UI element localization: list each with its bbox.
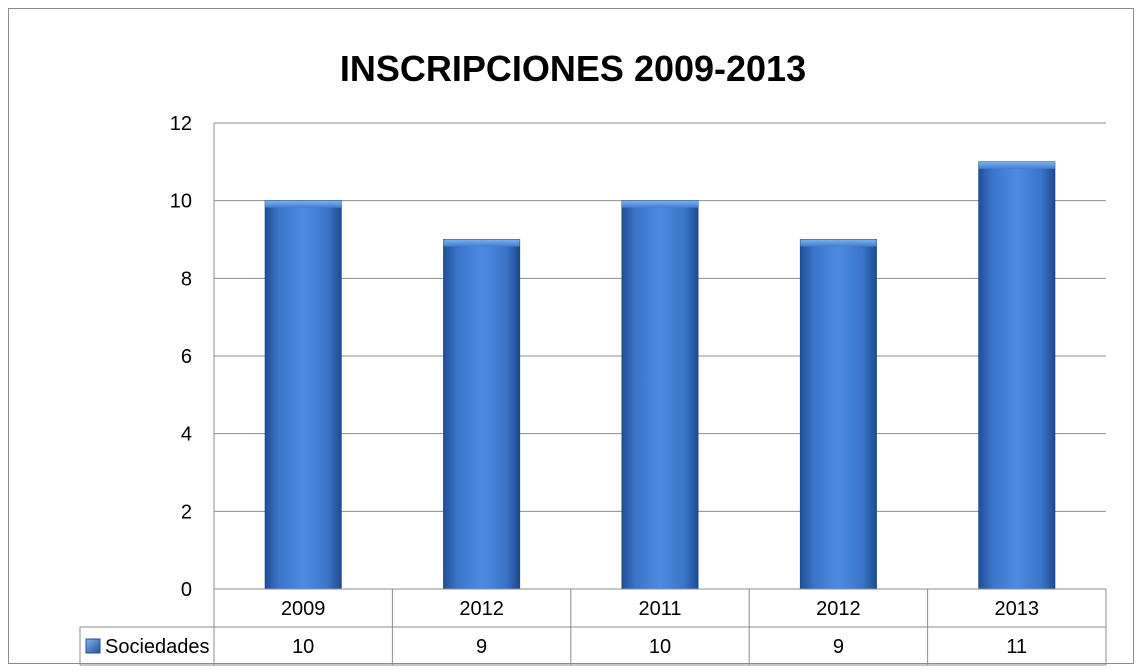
y-tick-label: 10	[170, 191, 192, 213]
y-tick-label: 0	[181, 579, 192, 601]
bars	[264, 161, 1056, 590]
bar-top	[622, 200, 698, 208]
data-table-value: 10	[649, 636, 671, 658]
bar	[621, 200, 699, 590]
bar-body	[978, 161, 1056, 590]
y-tick-label: 12	[170, 113, 192, 135]
data-table-value: 10	[292, 636, 314, 658]
bar-body	[443, 239, 521, 590]
x-category-label: 2011	[638, 598, 681, 620]
x-category-label: 2009	[281, 598, 326, 620]
x-category-label: 2012	[816, 598, 861, 620]
bar-body	[264, 200, 342, 590]
data-table: 2009 2012 2011 2012 2013 Sociedades 10 9 10 9 11	[79, 588, 1107, 666]
data-table-value: 9	[833, 636, 844, 658]
bar-top	[978, 161, 1055, 169]
bar	[264, 200, 342, 590]
bar	[978, 161, 1056, 590]
chart-title: INSCRIPCIONES 2009-2013	[340, 48, 806, 89]
bar-body	[621, 200, 699, 590]
chart-frame	[8, 8, 1134, 664]
legend-swatch	[85, 638, 101, 654]
y-tick-label: 2	[181, 501, 192, 523]
x-category-label: 2013	[995, 598, 1040, 620]
y-tick-label: 4	[181, 424, 192, 446]
data-table-value: 9	[476, 636, 487, 658]
bar	[799, 239, 877, 590]
bar-body	[799, 239, 877, 590]
data-table-value: 11	[1006, 636, 1027, 658]
y-tick-label: 8	[181, 268, 192, 290]
y-axis-ticks: 0 2 4 6 8 10 12	[170, 113, 192, 601]
series-name-label: Sociedades	[105, 636, 210, 658]
bar	[443, 239, 521, 590]
bar-top	[800, 239, 877, 247]
bar-top	[443, 239, 520, 247]
y-tick-label: 6	[181, 346, 192, 368]
x-category-label: 2012	[459, 598, 504, 620]
bar-top	[265, 200, 342, 208]
